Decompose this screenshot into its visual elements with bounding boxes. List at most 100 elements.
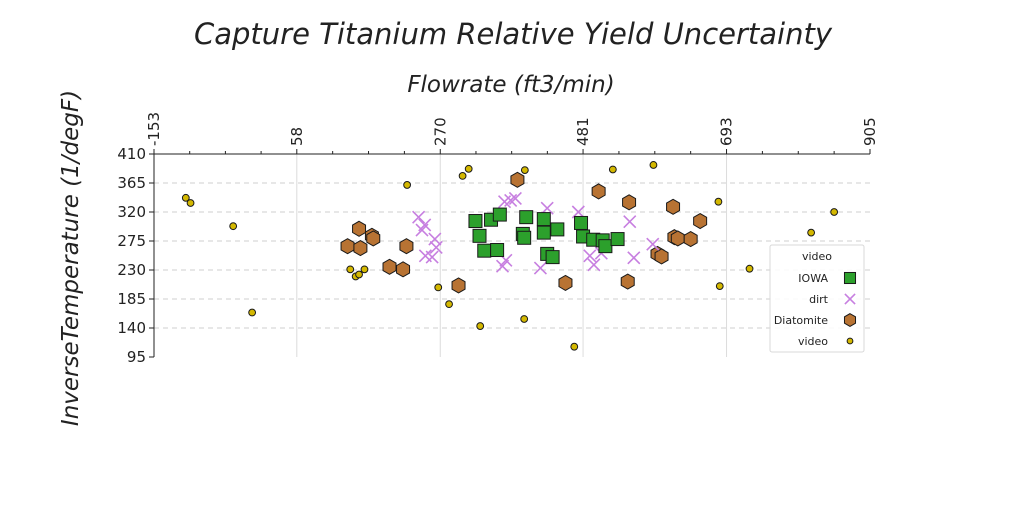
data-point-diatomite bbox=[693, 212, 708, 230]
legend-title: video bbox=[802, 250, 832, 263]
data-point-iowa bbox=[574, 215, 589, 230]
data-point-video bbox=[715, 282, 724, 291]
legend-marker-dirt bbox=[844, 293, 856, 305]
data-point-video bbox=[458, 172, 467, 180]
legend-entry-label: video bbox=[798, 335, 828, 348]
data-point-dirt bbox=[495, 259, 510, 273]
data-point-video bbox=[476, 322, 485, 330]
y-tick-label: 230 bbox=[117, 261, 146, 279]
series-video bbox=[181, 161, 839, 351]
data-point-video bbox=[520, 166, 529, 175]
y-tick-label: 140 bbox=[117, 319, 146, 337]
series-iowa bbox=[468, 207, 625, 265]
data-point-iowa bbox=[468, 214, 483, 229]
grid-lines bbox=[154, 154, 870, 357]
y-tick-label: 95 bbox=[127, 348, 146, 366]
data-point-diatomite bbox=[382, 258, 397, 275]
data-point-dirt bbox=[508, 191, 522, 206]
data-point-iowa bbox=[519, 210, 534, 225]
data-point-iowa bbox=[536, 225, 551, 240]
data-point-iowa bbox=[517, 230, 532, 245]
data-point-video bbox=[649, 161, 658, 169]
data-point-video bbox=[714, 197, 723, 206]
data-point-iowa bbox=[472, 228, 487, 243]
legend-entry-label: Diatomite bbox=[774, 314, 828, 327]
legend: video IOWA dirt Diatomite video bbox=[769, 244, 865, 353]
data-point-dirt bbox=[504, 193, 518, 207]
data-point-dirt bbox=[583, 249, 597, 263]
data-point-diatomite bbox=[558, 274, 573, 291]
chart-title: Capture Titanium Relative Yield Uncertai… bbox=[194, 17, 833, 51]
legend-marker-video bbox=[846, 337, 854, 345]
data-point-video bbox=[807, 228, 816, 237]
axes: 95 140 185 230 275 320 365 410-153 58 270 481 693 90… bbox=[117, 112, 879, 366]
data-point-diatomite bbox=[654, 248, 669, 265]
legend-box bbox=[769, 244, 865, 353]
data-point-diatomite bbox=[666, 198, 681, 215]
x-tick-label: 693 bbox=[718, 117, 736, 146]
data-point-iowa bbox=[490, 243, 505, 258]
data-point-iowa bbox=[598, 239, 613, 254]
data-point-video bbox=[360, 265, 369, 274]
x-tick-label: 905 bbox=[861, 117, 879, 146]
legend-entry-label: IOWA bbox=[798, 272, 828, 285]
x-tick-label: -153 bbox=[145, 112, 163, 146]
data-points bbox=[181, 161, 839, 351]
x-tick-label: 481 bbox=[574, 117, 592, 146]
data-point-diatomite bbox=[510, 171, 525, 188]
data-point-dirt bbox=[587, 258, 601, 272]
legend-marker-iowa bbox=[843, 271, 857, 285]
y-tick-label: 185 bbox=[117, 290, 146, 308]
data-point-video bbox=[608, 165, 617, 174]
data-point-diatomite bbox=[591, 183, 606, 200]
data-point-diatomite bbox=[352, 220, 367, 237]
data-point-video bbox=[403, 181, 412, 189]
data-point-video bbox=[434, 283, 443, 292]
data-point-iowa bbox=[610, 232, 625, 247]
data-point-dirt bbox=[646, 237, 660, 251]
data-point-video bbox=[355, 270, 363, 279]
series-diatomite bbox=[340, 171, 708, 294]
data-point-dirt bbox=[425, 250, 439, 264]
data-point-video bbox=[186, 199, 195, 207]
legend-marker-diatomite bbox=[843, 313, 857, 327]
data-point-diatomite bbox=[451, 277, 466, 294]
data-point-dirt bbox=[623, 215, 637, 229]
data-point-iowa bbox=[477, 243, 492, 258]
data-point-iowa bbox=[545, 250, 560, 265]
data-point-dirt bbox=[627, 251, 641, 265]
y-tick-label: 320 bbox=[117, 203, 146, 221]
data-point-diatomite bbox=[353, 240, 368, 257]
y-tick-label: 275 bbox=[117, 232, 146, 250]
data-point-iowa bbox=[492, 207, 507, 222]
x-axis-label: Flowrate (ft3/min) bbox=[407, 72, 614, 98]
y-axis-label: InverseTemperature (1/degF) bbox=[58, 90, 84, 426]
x-tick-label: 270 bbox=[431, 117, 449, 146]
series-dirt bbox=[412, 191, 660, 275]
data-point-diatomite bbox=[396, 261, 411, 278]
data-point-video bbox=[745, 264, 754, 273]
data-point-video bbox=[181, 193, 190, 202]
data-point-dirt bbox=[533, 261, 547, 275]
data-point-iowa bbox=[536, 212, 551, 227]
data-point-dirt bbox=[412, 210, 426, 224]
data-point-diatomite bbox=[683, 230, 698, 248]
data-point-video bbox=[464, 164, 473, 173]
data-point-diatomite bbox=[340, 238, 355, 255]
legend-entry-label: dirt bbox=[809, 293, 829, 306]
data-point-video bbox=[520, 315, 529, 323]
data-point-diatomite bbox=[670, 230, 685, 247]
data-point-dirt bbox=[428, 232, 442, 246]
data-point-video bbox=[229, 222, 238, 231]
data-point-diatomite bbox=[620, 273, 635, 290]
data-point-iowa bbox=[550, 222, 565, 237]
data-point-video bbox=[445, 300, 453, 309]
data-point-dirt bbox=[429, 240, 443, 255]
data-point-diatomite bbox=[399, 238, 414, 255]
x-tick-label: 58 bbox=[288, 127, 306, 146]
y-tick-label: 365 bbox=[117, 174, 146, 192]
data-point-video bbox=[830, 208, 839, 216]
data-point-diatomite bbox=[622, 194, 637, 211]
data-point-video bbox=[346, 265, 355, 274]
